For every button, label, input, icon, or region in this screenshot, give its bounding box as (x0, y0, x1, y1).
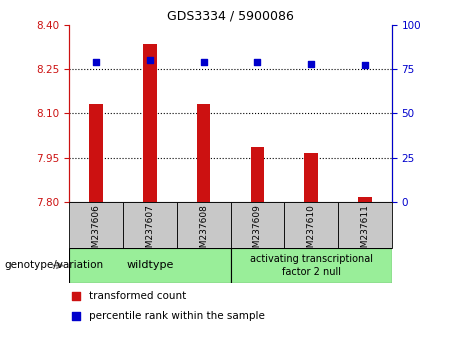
Text: GSM237610: GSM237610 (307, 204, 316, 259)
Text: genotype/variation: genotype/variation (5, 261, 104, 270)
Text: GSM237606: GSM237606 (92, 204, 100, 259)
Bar (230, 202, 284, 248)
Text: percentile rank within the sample: percentile rank within the sample (89, 311, 265, 321)
Bar (251, 147, 264, 202)
Point (72, 314, 79, 319)
Bar (69, 202, 123, 248)
Bar (284, 202, 338, 248)
Text: transformed count: transformed count (89, 291, 186, 301)
Bar (338, 202, 392, 248)
Bar (177, 202, 230, 248)
Point (307, 61, 315, 67)
Title: GDS3334 / 5900086: GDS3334 / 5900086 (167, 9, 294, 22)
Text: GSM237607: GSM237607 (145, 204, 154, 259)
Text: activating transcriptional
factor 2 null: activating transcriptional factor 2 null (250, 254, 372, 277)
Bar (230, 248, 392, 283)
Bar (358, 197, 372, 202)
Bar (123, 202, 177, 248)
Point (72, 293, 79, 299)
Point (92, 59, 100, 65)
Text: GSM237609: GSM237609 (253, 204, 262, 259)
Bar (304, 153, 318, 202)
Point (200, 59, 207, 65)
Point (146, 57, 154, 63)
Point (254, 59, 261, 65)
Bar (69, 248, 230, 283)
Bar (197, 104, 210, 202)
Bar (89, 104, 103, 202)
Bar (143, 44, 157, 202)
Point (361, 63, 369, 68)
Text: wildtype: wildtype (126, 261, 173, 270)
Text: GSM237608: GSM237608 (199, 204, 208, 259)
Text: GSM237611: GSM237611 (361, 204, 369, 259)
